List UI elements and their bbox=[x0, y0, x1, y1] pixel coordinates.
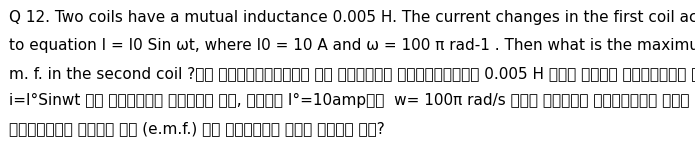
Text: m. f. in the second coil ?दो कुण्डलियों का परस्पर प्रेरकत्व 0.005 H है। पहली कुण: m. f. in the second coil ?दो कुण्डलियों … bbox=[9, 66, 695, 81]
Text: Q 12. Two coils have a mutual inductance 0.005 H. The current changes in the fir: Q 12. Two coils have a mutual inductance… bbox=[9, 10, 695, 25]
Text: i=I°Sinwt के अनुसार बदलती है, जहाँ I°=10ampऔर  w= 100π rad/s है। दूसरी कुण्डली म: i=I°Sinwt के अनुसार बदलती है, जहाँ I°=10… bbox=[9, 93, 695, 108]
Text: विद्युत वाहक बल (e.m.f.) का अधिकतम मान क्या है?: विद्युत वाहक बल (e.m.f.) का अधिकतम मान क… bbox=[9, 121, 385, 136]
Text: to equation I = I0 Sin ωt, where I0 = 10 A and ω = 100 π rad-1 . Then what is th: to equation I = I0 Sin ωt, where I0 = 10… bbox=[9, 38, 695, 53]
